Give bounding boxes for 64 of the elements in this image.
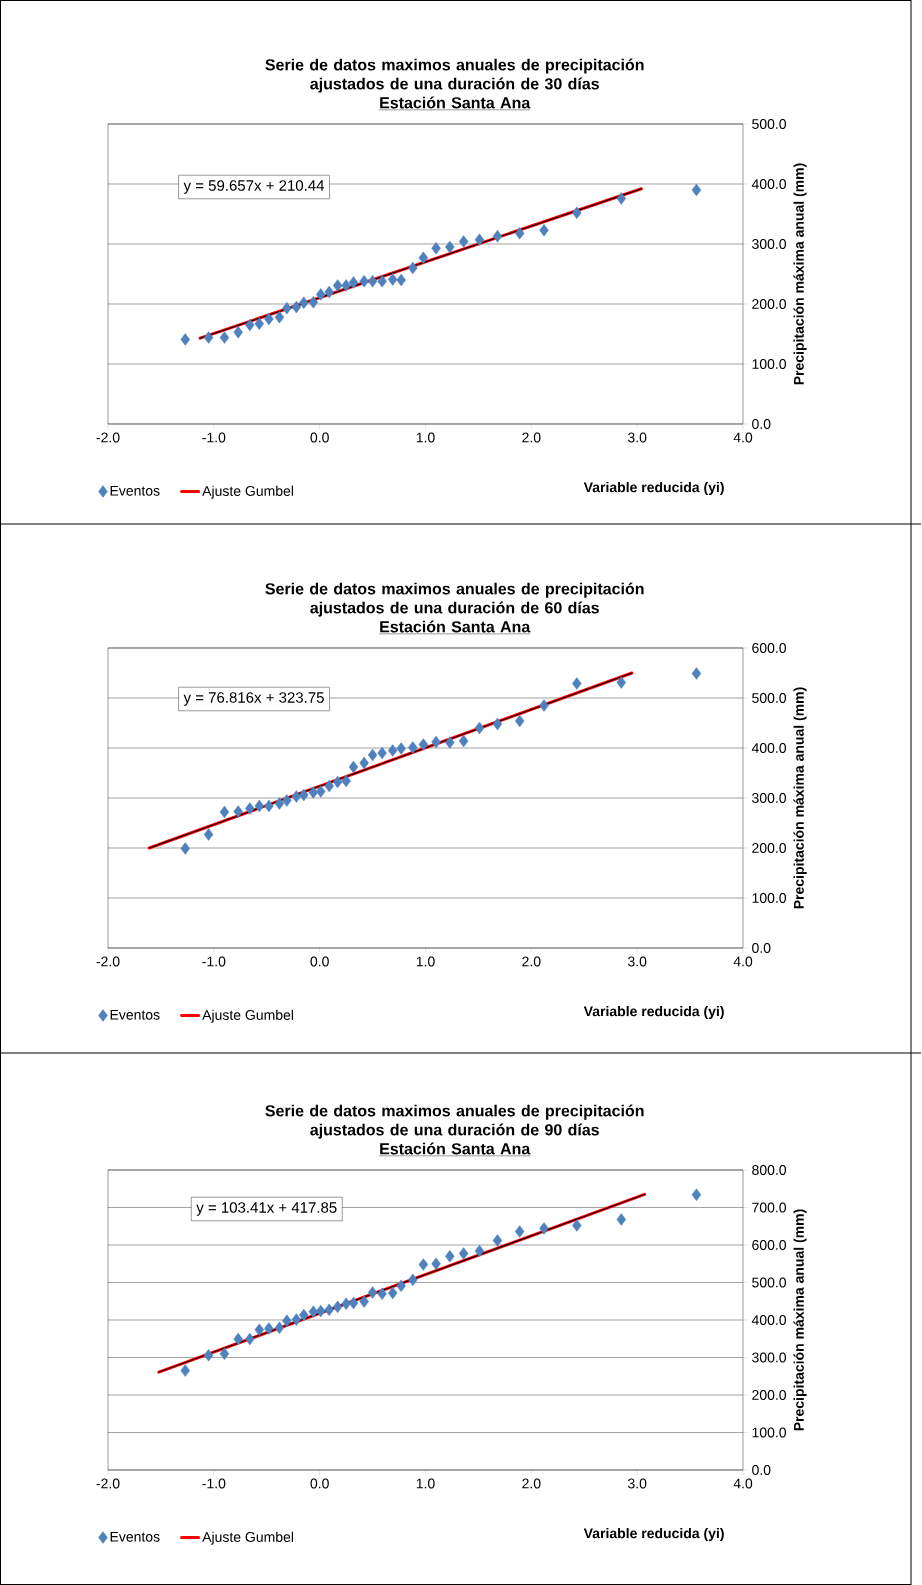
x-tick-label: -1.0 [202, 956, 226, 967]
x-tick-label: 0.0 [310, 1478, 330, 1489]
x-tick-label: 2.0 [522, 1478, 541, 1489]
y-tick-label: 300.0 [752, 793, 787, 803]
chart-subtitle: Estación Santa Ana [380, 96, 531, 109]
chart-title: Serie de datos maximos anuales de precipitación ajustados de una duración de 30 días [265, 58, 644, 93]
y-tick-label: 500.0 [752, 119, 787, 129]
y-tick-label: 0.0 [752, 419, 771, 429]
x-tick-label: 4.0 [733, 432, 753, 443]
x-tick-label: 1.0 [417, 956, 435, 967]
x-tick-label: 2.0 [522, 432, 541, 443]
legend-label: Ajuste Gumbel [202, 1531, 294, 1545]
x-tick-label: -2.0 [96, 1478, 120, 1489]
y-tick-label: 400.0 [752, 743, 787, 753]
x-tick-label: 3.0 [628, 432, 647, 443]
y-tick-label: 200.0 [752, 299, 787, 309]
annotation: y = 59.657x + 210.44 [183, 180, 325, 194]
y-tick-label: 0.0 [752, 943, 771, 953]
x-axis-title: Variable reducida (yi) [584, 481, 725, 496]
y-tick-label: 500.0 [752, 693, 787, 703]
y-tick-label: 600.0 [752, 643, 787, 653]
y-tick-label: 700.0 [752, 1202, 787, 1213]
x-tick-label: 1.0 [417, 1478, 435, 1489]
x-axis-title: Variable reducida (yi) [584, 1005, 725, 1020]
y-tick-label: 400.0 [752, 179, 787, 189]
legend-label: Eventos [110, 1531, 160, 1542]
chart-title: Serie de datos maximos anuales de precipitación ajustados de una duración de 90 días [265, 1104, 644, 1139]
chart-subtitle: Estación Santa Ana [380, 620, 531, 633]
x-tick-label: -1.0 [202, 1478, 226, 1489]
y-axis-title: Precipitación máxima anual (mm) [793, 163, 807, 385]
y-tick-label: 800.0 [752, 1165, 787, 1175]
chart-subtitle: Estación Santa Ana [380, 1142, 531, 1155]
y-tick-label: 400.0 [752, 1315, 787, 1325]
annotation: y = 76.816x + 323.75 [183, 692, 325, 706]
x-tick-label: 2.0 [522, 956, 541, 967]
y-axis-title: Precipitación máxima anual (mm) [793, 1209, 807, 1431]
legend-label: Ajuste Gumbel [202, 1009, 294, 1023]
y-tick-label: 100.0 [752, 1427, 787, 1438]
x-tick-label: 3.0 [628, 1478, 647, 1489]
x-tick-label: -2.0 [96, 956, 120, 967]
y-tick-label: 100.0 [752, 893, 787, 903]
x-tick-label: 1.0 [417, 432, 435, 443]
x-tick-label: 3.0 [628, 956, 647, 967]
annotation: y = 103.41x + 417.85 [196, 1202, 337, 1216]
y-tick-label: 200.0 [752, 843, 787, 853]
x-axis-title: Variable reducida (yi) [584, 1527, 725, 1542]
legend-label: Ajuste Gumbel [202, 485, 294, 499]
y-tick-label: 300.0 [752, 239, 787, 249]
y-tick-label: 600.0 [752, 1240, 787, 1250]
x-tick-label: 4.0 [733, 956, 753, 967]
y-tick-label: 0.0 [752, 1465, 771, 1475]
x-tick-label: 4.0 [733, 1478, 753, 1489]
x-tick-label: -1.0 [202, 432, 226, 443]
x-tick-label: 0.0 [310, 432, 330, 443]
legend-label: Eventos [110, 1009, 160, 1020]
chart-title: Serie de datos maximos anuales de precipitación ajustados de una duración de 60 días [265, 582, 644, 617]
y-tick-label: 300.0 [752, 1352, 787, 1363]
y-axis-title: Precipitación máxima anual (mm) [793, 687, 807, 909]
y-tick-label: 500.0 [752, 1277, 787, 1288]
x-tick-label: 0.0 [310, 956, 330, 967]
y-tick-label: 200.0 [752, 1390, 787, 1400]
y-tick-label: 100.0 [752, 359, 787, 369]
legend-label: Eventos [110, 485, 160, 496]
x-tick-label: -2.0 [96, 432, 120, 443]
